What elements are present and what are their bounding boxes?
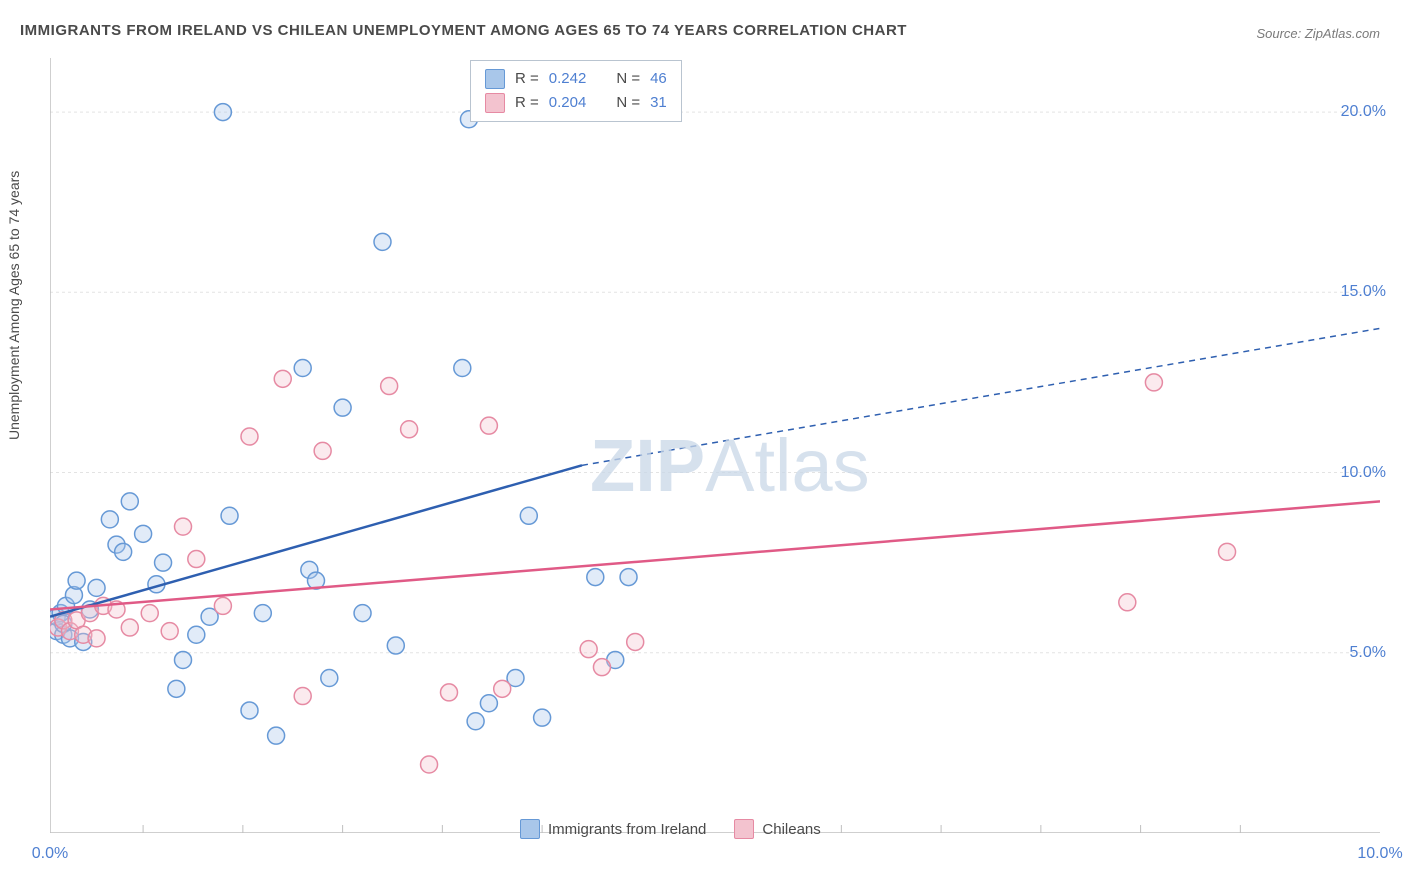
legend-swatch (485, 69, 505, 89)
x-tick-label: 0.0% (32, 845, 68, 863)
legend-swatch (485, 93, 505, 113)
n-label: N = (616, 91, 640, 115)
legend-item: Chileans (734, 819, 820, 839)
n-value: 31 (650, 91, 667, 115)
r-value: 0.204 (549, 91, 587, 115)
correlation-legend-row: R = 0.204 N = 31 (485, 91, 667, 115)
y-tick-label: 10.0% (1341, 464, 1386, 482)
source-attribution: Source: ZipAtlas.com (1256, 26, 1380, 41)
plot-svg (50, 58, 1380, 833)
n-value: 46 (650, 67, 667, 91)
legend-item: Immigrants from Ireland (520, 819, 706, 839)
y-tick-label: 5.0% (1350, 644, 1386, 662)
r-value: 0.242 (549, 67, 587, 91)
legend-swatch (520, 819, 540, 839)
n-label: N = (616, 67, 640, 91)
series-legend: Immigrants from Ireland Chileans (520, 819, 821, 839)
legend-label: Immigrants from Ireland (548, 821, 706, 838)
r-label: R = (515, 91, 539, 115)
correlation-legend-row: R = 0.242 N = 46 (485, 67, 667, 91)
x-tick-label: 10.0% (1357, 845, 1402, 863)
y-axis-label: Unemployment Among Ages 65 to 74 years (6, 171, 22, 440)
scatter-plot: ZIPAtlas R =0.242N =46R =0.204N =31 Immi… (50, 58, 1380, 833)
y-tick-label: 15.0% (1341, 283, 1386, 301)
chart-title: IMMIGRANTS FROM IRELAND VS CHILEAN UNEMP… (20, 22, 907, 39)
correlation-legend: R = 0.242 N = 46 R = 0.204 N = 31 (470, 60, 682, 122)
legend-swatch (734, 819, 754, 839)
r-label: R = (515, 67, 539, 91)
y-tick-label: 20.0% (1341, 103, 1386, 121)
legend-label: Chileans (762, 821, 820, 838)
